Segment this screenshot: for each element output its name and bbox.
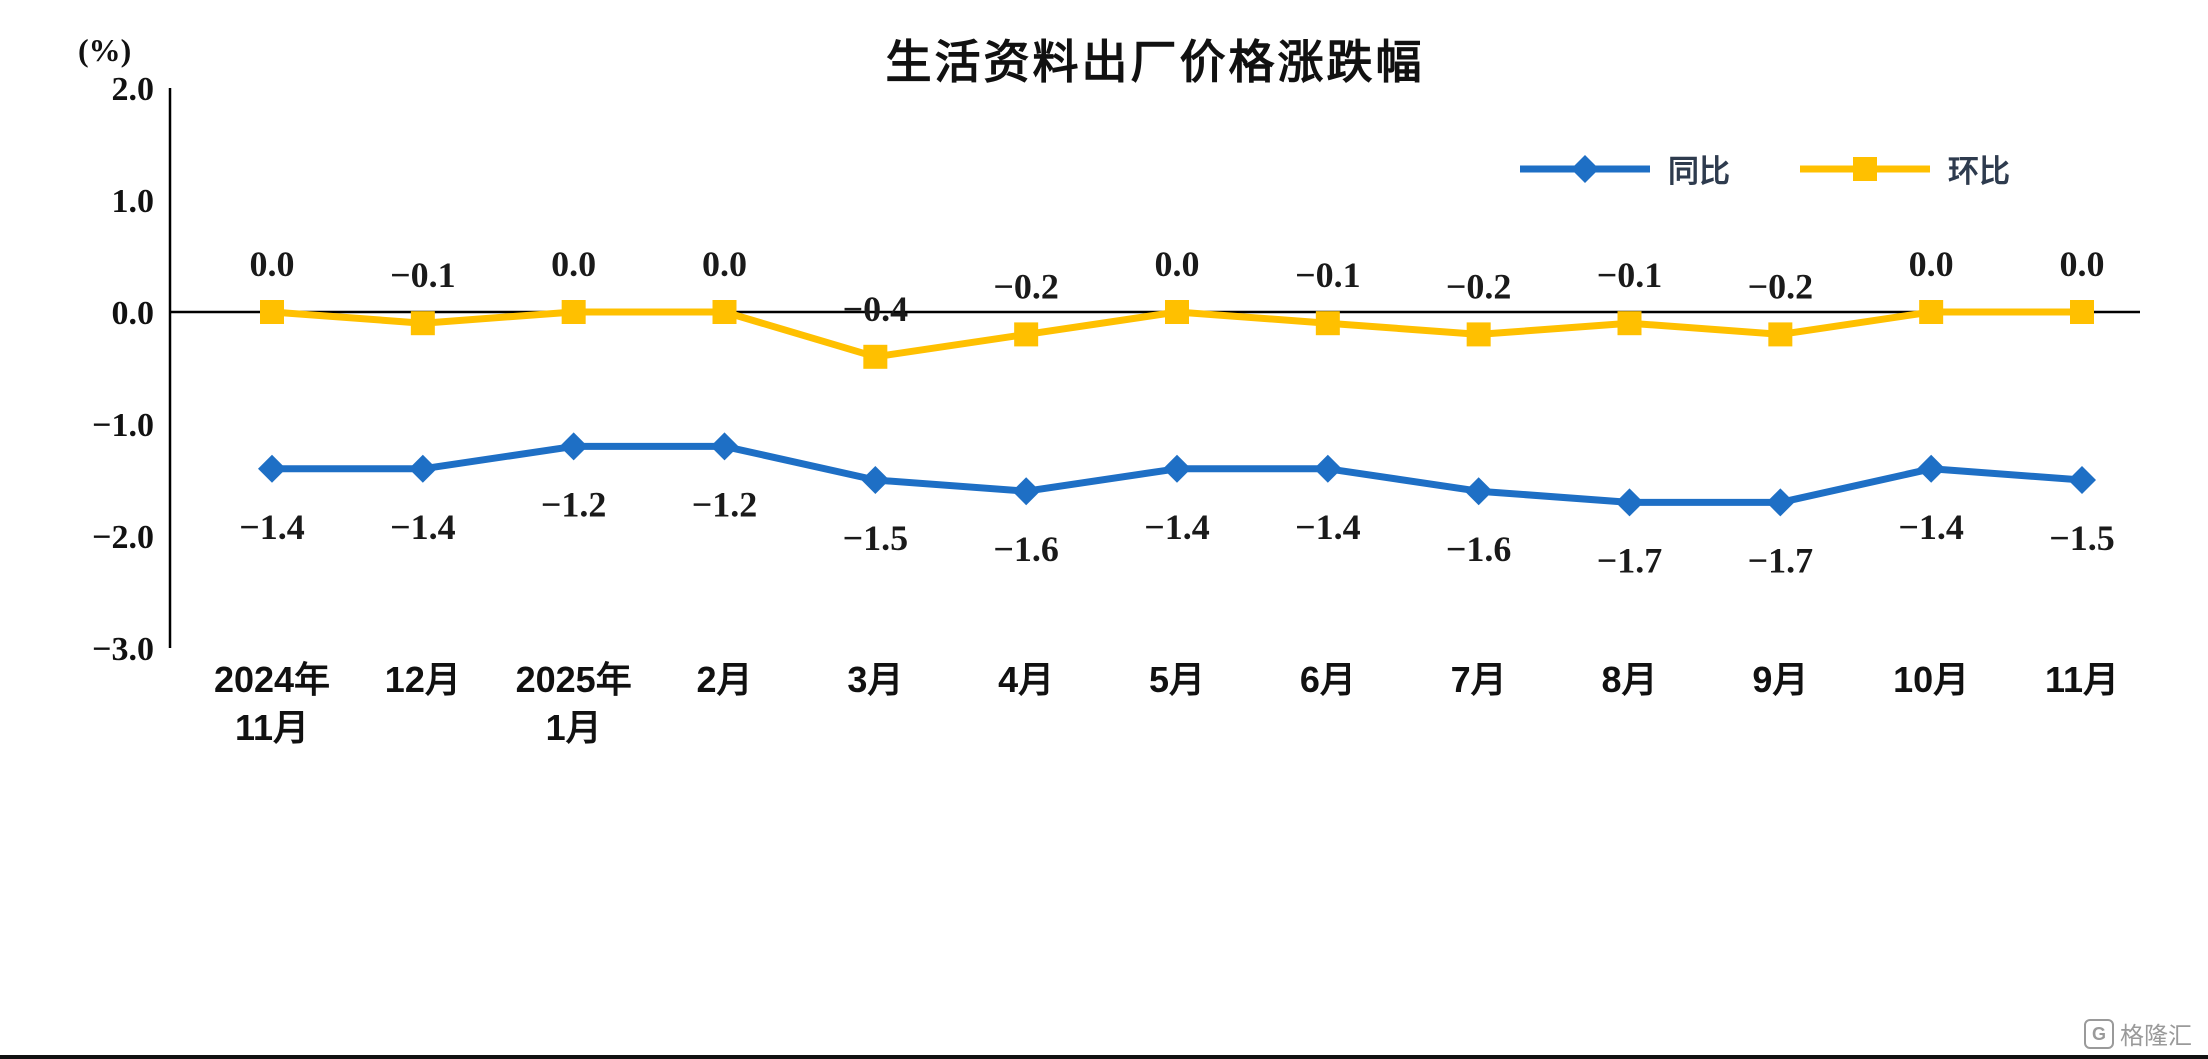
square-marker-icon bbox=[1768, 322, 1793, 347]
data-label: −1.5 bbox=[2049, 518, 2115, 558]
legend-item-yoy[interactable]: 同比 bbox=[1520, 146, 1730, 191]
diamond-marker-icon bbox=[1615, 488, 1644, 517]
data-label: −0.2 bbox=[1446, 266, 1512, 306]
legend: 同比 环比 bbox=[1520, 146, 2010, 191]
y-tick-label: 2.0 bbox=[112, 71, 155, 108]
square-marker-icon bbox=[712, 300, 737, 324]
data-label: 0.0 bbox=[250, 244, 295, 284]
watermark: G 格隆汇 bbox=[2084, 1016, 2192, 1051]
y-axis-unit-label: (%) bbox=[78, 32, 132, 68]
data-label: −1.7 bbox=[1597, 540, 1663, 580]
data-label: −1.7 bbox=[1748, 540, 1814, 580]
gelonghui-logo-icon: G bbox=[2084, 1018, 2114, 1049]
diamond-marker-icon bbox=[1012, 477, 1041, 506]
x-tick-label: 2025年 bbox=[516, 659, 632, 700]
square-marker-icon bbox=[863, 344, 888, 369]
data-label: −0.1 bbox=[1597, 255, 1663, 295]
diamond-marker-icon bbox=[559, 432, 588, 461]
mom-square-marker-icon bbox=[1853, 156, 1877, 181]
bottom-border bbox=[0, 1055, 2208, 1059]
y-tick-label: −1.0 bbox=[92, 407, 154, 444]
square-marker-icon bbox=[1014, 322, 1039, 347]
square-marker-icon bbox=[561, 300, 586, 324]
x-tick-label: 11月 bbox=[2045, 659, 2119, 700]
data-label: 0.0 bbox=[702, 244, 747, 284]
data-label: 0.0 bbox=[2060, 244, 2105, 284]
diamond-marker-icon bbox=[1313, 454, 1342, 483]
diamond-marker-icon bbox=[1464, 477, 1493, 506]
data-label: −1.2 bbox=[541, 484, 607, 524]
diamond-marker-icon bbox=[710, 432, 739, 461]
data-label: −1.6 bbox=[1446, 529, 1512, 569]
data-label: −1.4 bbox=[1898, 507, 1964, 547]
data-label: 0.0 bbox=[1909, 244, 1954, 284]
diamond-marker-icon bbox=[1917, 454, 1946, 483]
data-label: −1.5 bbox=[843, 518, 909, 558]
square-marker-icon bbox=[1165, 300, 1189, 324]
x-tick-label: 10月 bbox=[1893, 659, 1969, 700]
x-tick-label: 11月 bbox=[235, 707, 309, 748]
x-tick-label: 6月 bbox=[1300, 659, 1356, 700]
diamond-marker-icon bbox=[258, 454, 286, 483]
square-marker-icon bbox=[410, 311, 435, 336]
data-label: −0.1 bbox=[390, 255, 456, 295]
y-tick-label: −3.0 bbox=[92, 631, 154, 668]
data-label: −1.6 bbox=[993, 529, 1059, 569]
legend-label-yoy: 同比 bbox=[1668, 154, 1730, 189]
diamond-marker-icon bbox=[2068, 466, 2096, 494]
y-tick-label: 0.0 bbox=[112, 295, 155, 332]
x-tick-label: 3月 bbox=[847, 659, 903, 700]
data-label: −1.4 bbox=[1144, 507, 1210, 547]
square-marker-icon bbox=[1919, 300, 1944, 324]
x-tick-label: 8月 bbox=[1601, 659, 1657, 700]
diamond-marker-icon bbox=[1163, 454, 1191, 483]
x-tick-label: 4月 bbox=[998, 659, 1054, 700]
data-label: 0.0 bbox=[551, 244, 596, 284]
square-marker-icon bbox=[2070, 300, 2094, 324]
data-label: −1.2 bbox=[692, 484, 758, 524]
yoy-diamond-marker-icon bbox=[1571, 154, 1599, 183]
square-marker-icon bbox=[1617, 311, 1642, 336]
square-marker-icon bbox=[1315, 311, 1340, 336]
data-label: −0.2 bbox=[993, 266, 1059, 306]
x-tick-label: 1月 bbox=[546, 707, 602, 748]
square-marker-icon bbox=[260, 300, 284, 324]
x-tick-label: 9月 bbox=[1752, 659, 1808, 700]
x-tick-label: 2月 bbox=[696, 659, 752, 700]
diamond-marker-icon bbox=[1766, 488, 1795, 517]
data-label: 0.0 bbox=[1155, 244, 1200, 284]
watermark-text: 格隆汇 bbox=[2120, 1023, 2192, 1050]
y-tick-label: 1.0 bbox=[112, 183, 155, 220]
data-label: −0.2 bbox=[1748, 266, 1814, 306]
data-label: −1.4 bbox=[1295, 507, 1361, 547]
data-label: −1.4 bbox=[239, 507, 305, 547]
data-label: −0.1 bbox=[1295, 255, 1361, 295]
y-tick-label: −2.0 bbox=[92, 519, 154, 556]
data-label: −1.4 bbox=[390, 507, 456, 547]
diamond-marker-icon bbox=[861, 466, 890, 494]
diamond-marker-icon bbox=[408, 454, 437, 483]
square-marker-icon bbox=[1466, 322, 1491, 347]
legend-item-mom[interactable]: 环比 bbox=[1800, 146, 2010, 191]
x-tick-label: 12月 bbox=[385, 659, 461, 700]
legend-label-mom: 环比 bbox=[1948, 154, 2010, 189]
mom-legend-swatch bbox=[1800, 156, 1930, 181]
yoy-legend-swatch bbox=[1520, 154, 1650, 183]
x-tick-label: 2024年 bbox=[214, 659, 330, 700]
data-label: −0.4 bbox=[843, 289, 909, 329]
x-tick-label: 7月 bbox=[1451, 659, 1507, 700]
x-tick-label: 5月 bbox=[1149, 659, 1205, 700]
chart-title: 生活资料出厂价格涨跌幅 bbox=[885, 36, 1425, 88]
